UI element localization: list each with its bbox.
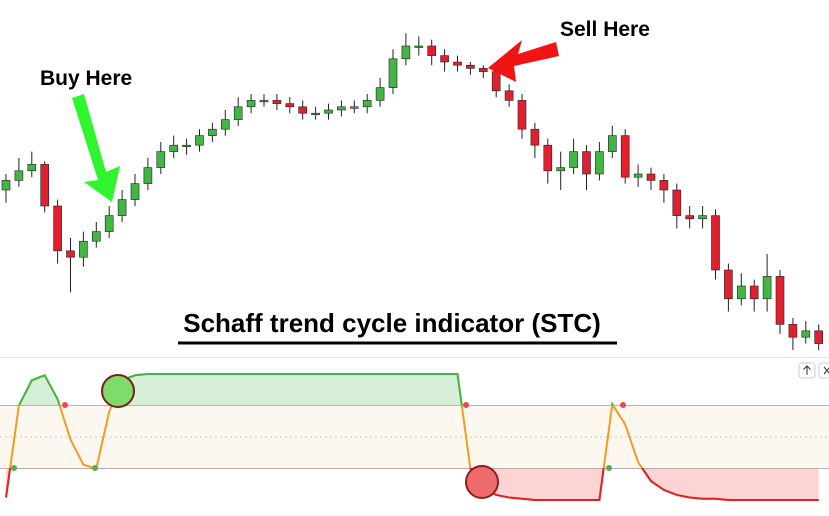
candle-body — [762, 276, 772, 300]
candle-body — [195, 135, 204, 146]
candle-body — [543, 144, 553, 172]
candle-body — [749, 285, 759, 300]
dot — [11, 465, 17, 471]
candle-body — [79, 240, 88, 258]
overbought-fill — [19, 374, 613, 405]
candle-body — [1, 180, 11, 191]
candle-body — [788, 324, 798, 338]
dot — [463, 402, 469, 408]
candle-body — [711, 215, 720, 271]
candle-body — [595, 151, 604, 175]
candle-body — [324, 109, 333, 114]
candle-body — [569, 151, 578, 168]
candle-body — [208, 128, 217, 136]
candle-body — [698, 215, 707, 220]
candle-body — [117, 199, 127, 216]
candle-body — [453, 61, 462, 66]
candle-body — [491, 71, 501, 92]
button-close[interactable] — [818, 362, 829, 379]
candle-body — [530, 128, 540, 146]
candle-body — [14, 170, 24, 181]
candle-body — [182, 144, 191, 147]
candle-body — [659, 180, 669, 191]
candle-body — [92, 231, 101, 242]
panel-buttons — [798, 362, 829, 379]
candle-body — [156, 151, 166, 168]
stc-line-low — [5, 468, 819, 501]
candle-body — [104, 215, 114, 232]
candle-body — [814, 330, 824, 344]
candle-body — [246, 100, 256, 108]
candle-body — [478, 68, 488, 72]
candle-body — [646, 173, 656, 181]
candle-body — [685, 215, 695, 220]
dot — [62, 402, 68, 408]
candle-body — [375, 87, 385, 101]
candle-body — [775, 276, 785, 325]
candle-body — [349, 106, 359, 109]
icon — [823, 366, 829, 375]
buy-arrow — [72, 94, 120, 202]
candle-body — [259, 100, 269, 103]
candle-body — [143, 167, 153, 184]
dot — [606, 465, 612, 471]
buy-signal-circle — [101, 374, 135, 408]
candle-body — [466, 64, 475, 69]
candle-body — [221, 119, 230, 130]
candle-body — [620, 135, 630, 178]
candle-body — [298, 106, 308, 114]
candle-body — [362, 100, 372, 108]
candle-body — [66, 250, 75, 258]
candle-body — [504, 90, 514, 101]
icon — [803, 365, 811, 375]
candle-body — [53, 205, 62, 252]
candle-body — [27, 164, 37, 172]
dot — [620, 402, 626, 408]
sell-label: Sell Here — [560, 18, 650, 41]
candle-body — [607, 135, 617, 152]
cross-dots — [11, 402, 626, 471]
candle-body — [517, 100, 527, 130]
stc-line-high — [18, 373, 614, 405]
candle-body — [40, 164, 50, 207]
candle-body — [582, 151, 591, 175]
candle-body — [801, 330, 811, 338]
candle-body — [285, 103, 295, 108]
candle-body — [414, 45, 424, 48]
candle-body — [337, 106, 346, 111]
candle-body — [427, 45, 437, 56]
candle-body — [401, 45, 411, 60]
candle-body — [272, 100, 282, 104]
candle-body — [311, 112, 320, 115]
candle-body — [556, 167, 566, 172]
candle-body — [130, 183, 140, 200]
candle-body — [440, 55, 449, 63]
chart-title: Schaff trend cycle indicator (STC) — [183, 308, 601, 338]
candle-body — [388, 58, 398, 88]
candle-body — [633, 173, 643, 178]
sell-signal-circle — [465, 465, 499, 499]
indicator-band — [0, 405, 829, 468]
candle-body — [672, 189, 682, 216]
candle-body — [169, 144, 178, 152]
candle-body — [233, 106, 243, 120]
buy-label: Buy Here — [40, 67, 132, 90]
candle-body — [724, 269, 733, 300]
candle-body — [736, 285, 746, 300]
sell-arrow — [488, 40, 559, 82]
dot — [92, 465, 98, 471]
